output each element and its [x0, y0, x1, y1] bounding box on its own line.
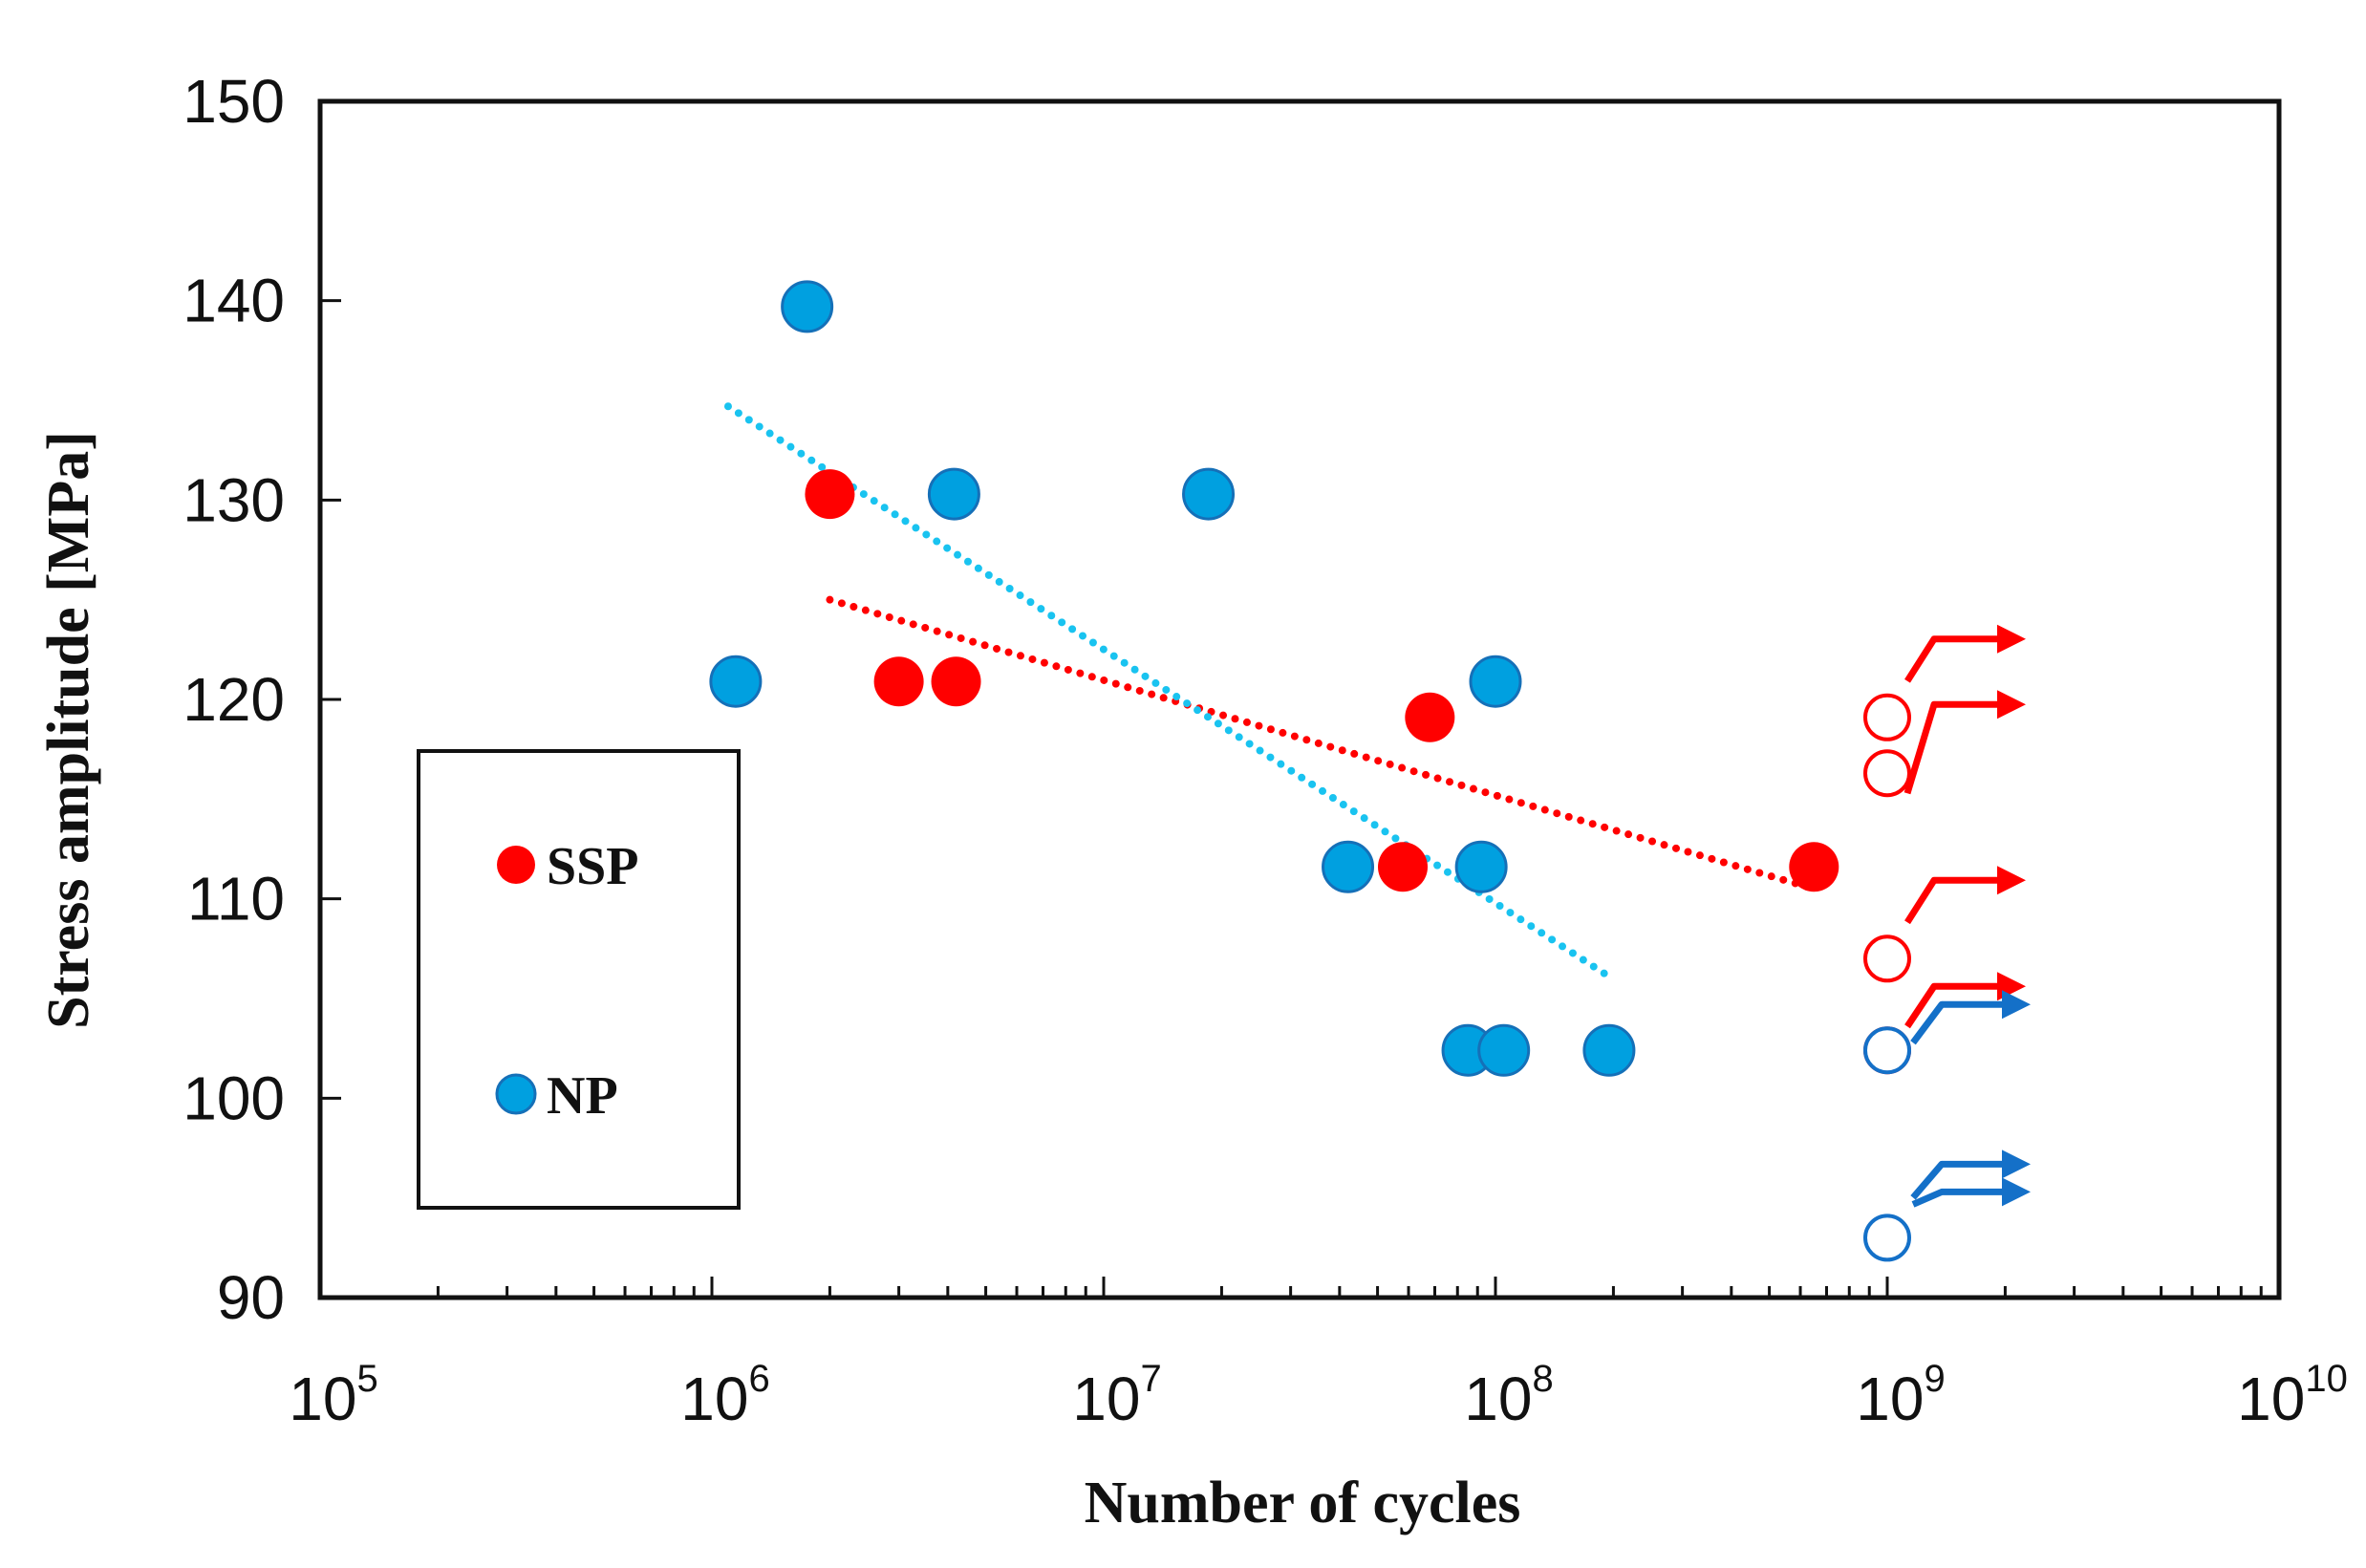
runout-arrow-head	[2002, 990, 2031, 1020]
trend-lines	[723, 402, 1818, 981]
y-axis-ticks: 90 100 110 120 130 140 150	[183, 67, 341, 1332]
trend-line-ssp	[826, 595, 1818, 893]
runout-point-ssp	[1863, 693, 1911, 741]
data-points	[709, 280, 1911, 1262]
runout-point-ssp	[1863, 934, 1911, 983]
point-ssp	[1378, 842, 1429, 892]
point-np	[781, 280, 834, 333]
point-ssp	[1405, 692, 1455, 742]
x-axis-title: Number of cycles	[1085, 1471, 1521, 1536]
legend-label-ssp: SSP	[547, 837, 639, 896]
x-tick-label: 105	[289, 1358, 377, 1433]
x-tick-label: 109	[1856, 1358, 1945, 1433]
trend-line-np	[723, 402, 1613, 981]
legend-box	[417, 749, 741, 1210]
runout-arrow-head	[1997, 624, 2026, 654]
y-axis-title: Stress amplitude [MPa]	[36, 431, 101, 1029]
legend-label-np: NP	[547, 1066, 618, 1126]
point-np	[709, 655, 763, 708]
runout-arrow-line	[1910, 1160, 2002, 1200]
x-tick-label: 106	[680, 1358, 769, 1433]
point-ssp	[1789, 842, 1839, 892]
x-axis-ticks: 105 106 107 108 109 1010	[289, 1277, 2348, 1433]
y-tick-label: 110	[187, 865, 285, 934]
runout-arrow-line	[1904, 635, 1997, 683]
runout-arrow-head	[1997, 866, 2026, 895]
runout-arrow-head	[2002, 1177, 2031, 1207]
point-ssp	[873, 656, 924, 707]
legend-marker-np	[495, 1073, 537, 1115]
point-np	[1454, 840, 1508, 893]
legend-marker-ssp	[497, 846, 535, 884]
point-np	[927, 467, 980, 521]
point-np	[1322, 840, 1375, 893]
x-tick-label: 107	[1072, 1358, 1161, 1433]
runout-arrow-line	[1904, 982, 1997, 1029]
runout-arrow-line	[1904, 700, 1997, 795]
point-ssp	[805, 469, 855, 520]
y-tick-label: 140	[183, 267, 285, 335]
y-tick-label: 90	[217, 1263, 285, 1332]
runout-point-ssp	[1863, 749, 1911, 798]
x-tick-label: 108	[1464, 1358, 1553, 1433]
runout-arrow-head	[2002, 1149, 2031, 1179]
runout-point-np	[1863, 1026, 1911, 1075]
y-tick-label: 120	[183, 665, 285, 734]
point-np	[1182, 467, 1236, 521]
point-np	[1469, 655, 1522, 708]
point-np	[1477, 1023, 1531, 1077]
runout-arrow-line	[1910, 1000, 2002, 1045]
x-tick-label: 1010	[2237, 1358, 2348, 1433]
runout-point-np	[1863, 1214, 1911, 1262]
legend: SSP NP	[417, 749, 741, 1210]
runout-arrow-head	[1997, 690, 2026, 720]
point-ssp	[931, 656, 981, 707]
y-tick-label: 130	[183, 465, 285, 534]
y-tick-label: 150	[183, 67, 285, 136]
runout-arrow-line	[1911, 1188, 2002, 1208]
y-tick-label: 100	[183, 1063, 285, 1132]
point-np	[1582, 1023, 1636, 1077]
runout-arrow-line	[1904, 876, 1997, 925]
runout-arrows	[1904, 624, 2031, 1208]
